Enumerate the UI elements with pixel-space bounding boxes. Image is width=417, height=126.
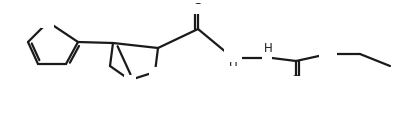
Text: H: H <box>229 56 237 70</box>
Bar <box>290 76 302 86</box>
Bar <box>192 4 204 14</box>
Text: H: H <box>264 41 272 55</box>
Text: N: N <box>125 73 135 87</box>
Text: NH: NH <box>318 43 338 56</box>
Text: O: O <box>291 74 301 87</box>
Text: S: S <box>44 15 52 28</box>
Text: NH: NH <box>223 48 243 60</box>
Text: O: O <box>150 66 160 78</box>
Bar <box>149 67 161 77</box>
Text: N: N <box>262 52 272 65</box>
Bar <box>224 48 242 62</box>
Text: O: O <box>193 3 203 15</box>
Bar <box>42 17 55 27</box>
Bar <box>262 53 272 63</box>
Bar <box>124 75 136 85</box>
Bar <box>319 43 337 57</box>
